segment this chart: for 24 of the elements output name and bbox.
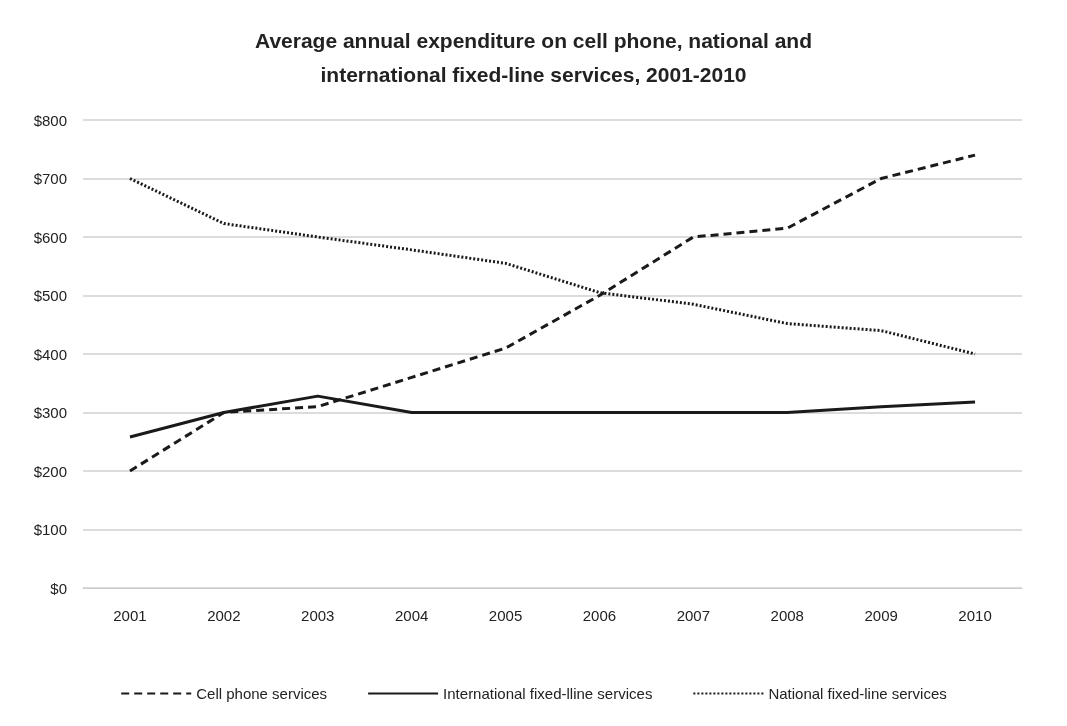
- x-tick-label: 2008: [770, 607, 804, 624]
- legend-label: National fixed-line services: [768, 685, 947, 702]
- y-tick-label: $600: [33, 228, 67, 246]
- x-tick-label: 2010: [958, 607, 992, 624]
- y-tick-label: $500: [33, 287, 67, 304]
- y-tick-label: $300: [33, 404, 67, 421]
- y-tick-label: $100: [33, 521, 67, 538]
- x-tick-label: 2004: [394, 607, 429, 624]
- y-tick-label: $0: [50, 579, 67, 597]
- y-tick-label: $200: [33, 462, 67, 480]
- legend-label: Cell phone services: [196, 685, 328, 702]
- y-tick-label: $700: [33, 170, 67, 187]
- x-tick-label: 2006: [582, 607, 617, 624]
- chart-title: Average annual expenditure on cell phone, national and international fixed-line services, 2001-2010: [255, 28, 812, 86]
- x-tick-label: 2001: [113, 607, 147, 624]
- y-tick-label: $800: [33, 111, 67, 129]
- x-tick-label: 2003: [301, 607, 335, 624]
- x-tick-label: 2007: [676, 607, 711, 624]
- x-tick-label: 2002: [207, 607, 241, 624]
- legend-label: International fixed-lline services: [443, 685, 653, 702]
- x-tick-label: 2009: [864, 607, 898, 624]
- x-tick-label: 2005: [488, 607, 523, 624]
- line-series: [128, 153, 977, 473]
- y-tick-label: $400: [33, 345, 67, 363]
